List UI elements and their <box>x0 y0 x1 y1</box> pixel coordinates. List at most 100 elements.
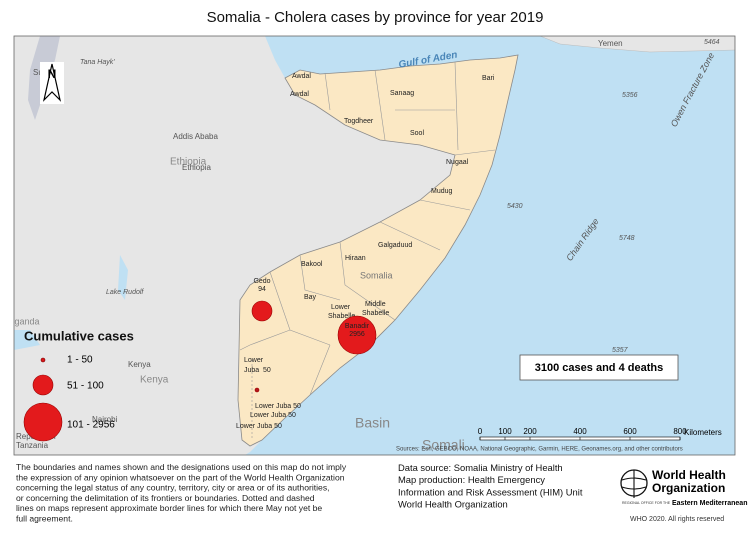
region-borders <box>239 61 496 396</box>
place-label: Togdheer <box>344 118 374 125</box>
disclaimer: The boundaries and names shown and the d… <box>16 462 347 524</box>
place-label: Lower Juba 50 <box>236 423 282 430</box>
place-label: Shabelle <box>362 310 389 317</box>
place-label: Bari <box>482 75 495 82</box>
feature-label: Somali <box>422 437 465 453</box>
country-label: Tanzania <box>16 441 49 450</box>
lake <box>14 330 40 350</box>
sources: Sources: Esri, GEBCO, NOAA, National Geo… <box>396 447 683 453</box>
place-label: Yemen <box>598 39 623 48</box>
depth-label: 5357 <box>612 347 629 354</box>
legend-label: 51 - 100 <box>67 381 104 392</box>
text-line: Information and Risk Assessment (HIM) Un… <box>398 487 583 498</box>
text-line: Data source: Somalia Ministry of Health <box>398 462 563 473</box>
place-label: Hiraan <box>345 255 366 262</box>
north-arrow: N <box>40 62 64 104</box>
legend-symbol <box>32 374 54 396</box>
text-line: concerning the legal status of any count… <box>16 483 330 493</box>
legend-label: 1 - 50 <box>67 355 93 366</box>
text-line: the expression of any opinion whatsoever… <box>16 473 345 483</box>
case-count: 94 <box>258 286 266 293</box>
summary-box: 3100 cases and 4 deaths <box>519 354 679 381</box>
logo-text: Eastern Mediterranean <box>672 500 747 507</box>
place-label: Bay <box>304 294 317 301</box>
scale-label: 100 <box>498 427 512 436</box>
scale-label: 400 <box>573 427 587 436</box>
yemen <box>539 36 735 53</box>
legend-label: 101 - 2956 <box>67 420 115 431</box>
data-source: Data source: Somalia Ministry of Health M… <box>398 462 583 510</box>
place-label: Nugaal <box>446 159 469 166</box>
case-bubble <box>251 300 273 322</box>
text-line: Map production: Health Emergency <box>398 475 545 486</box>
logo-text: Organization <box>652 481 725 495</box>
country-label: Somalia <box>360 270 393 280</box>
map: Gulf of Aden Yemen Awdal Awdal Sanaag Ba… <box>8 36 735 455</box>
north-label: N <box>48 67 57 81</box>
region-label: Gedo <box>253 278 270 285</box>
north-arrow-shape <box>42 63 62 102</box>
somalia <box>237 54 519 447</box>
place-label: Addis Ababa <box>173 132 218 141</box>
country-label: Uganda <box>8 316 40 326</box>
place-label: Middle <box>365 301 386 308</box>
depth-label: 5748 <box>619 235 635 242</box>
place-label: Lower <box>331 304 351 311</box>
logo-emblem <box>621 470 647 498</box>
place-label: Sool <box>410 130 424 137</box>
feature-label: Basin <box>355 415 390 431</box>
place-label: Awdal <box>290 91 309 98</box>
scale-label: 200 <box>523 427 537 436</box>
country-label: Ethiopia <box>170 157 207 168</box>
lake-label: Lake Rudolf <box>106 289 144 296</box>
case-count: 50 <box>263 367 271 374</box>
case-bubble <box>337 315 377 355</box>
lake-label: Tana Hayk' <box>80 59 115 66</box>
footer: The boundaries and names shown and the d… <box>16 462 747 524</box>
who-logo: World Health Organization REGIONAL OFFIC… <box>620 468 747 507</box>
copyright: WHO 2020. All rights reserved <box>630 516 724 523</box>
text-line: World Health Organization <box>398 499 508 510</box>
country-label: Kenya <box>140 375 169 386</box>
title: Somalia - Cholera cases by province for … <box>207 9 544 26</box>
place-label: Lower <box>244 357 264 364</box>
logo-text: REGIONAL OFFICE FOR THE <box>622 501 671 505</box>
text-line: The boundaries and names shown and the d… <box>16 462 347 472</box>
lake <box>118 255 128 300</box>
text-line: or concerning the delimitation of its fr… <box>16 493 315 503</box>
place-label: Mudug <box>431 188 453 195</box>
depth-label: 5464 <box>704 39 720 46</box>
legend-symbol <box>40 357 46 363</box>
place-label: Lower Juba 50 <box>255 403 301 410</box>
case-count: 2956 <box>349 331 365 338</box>
depth-label: 5356 <box>622 92 638 99</box>
legend: Cumulative cases 1 - 50 51 - 100 101 - 2… <box>23 328 134 442</box>
scale-unit: Kilometers <box>684 428 722 437</box>
text-line: lines on maps represent approximate bord… <box>16 503 322 513</box>
place-label: Shabelle <box>328 313 355 320</box>
scale-label: 600 <box>623 427 637 436</box>
scale-label: 800 <box>673 427 687 436</box>
place-label: Nairobi <box>92 415 118 424</box>
region-label: Juba <box>244 367 259 374</box>
place-label: Sanaag <box>390 90 414 97</box>
summary-bg <box>519 354 679 381</box>
region-label: Banadir <box>345 323 370 330</box>
scale-bar: Kilometers 0 100 200 400 600 800 <box>478 427 722 441</box>
legend-symbol <box>23 402 63 442</box>
summary: 3100 cases and 4 deaths <box>535 362 663 374</box>
country-label: Ethiopia <box>182 163 211 172</box>
place-label: Galgaduud <box>378 242 412 249</box>
place-label: Bakool <box>301 261 323 268</box>
case-bubble <box>254 387 260 393</box>
country-label: Kenya <box>128 360 151 369</box>
place-label: Lower Juba 50 <box>250 412 296 419</box>
place-label: Awdal <box>292 73 311 80</box>
legend-title: Cumulative cases <box>24 328 134 343</box>
text-line: full agreement. <box>16 514 73 524</box>
logo-text: World Health <box>652 468 726 482</box>
scale-label: 0 <box>478 427 483 436</box>
depth-label: 5430 <box>507 203 523 210</box>
map-frame <box>13 35 736 456</box>
